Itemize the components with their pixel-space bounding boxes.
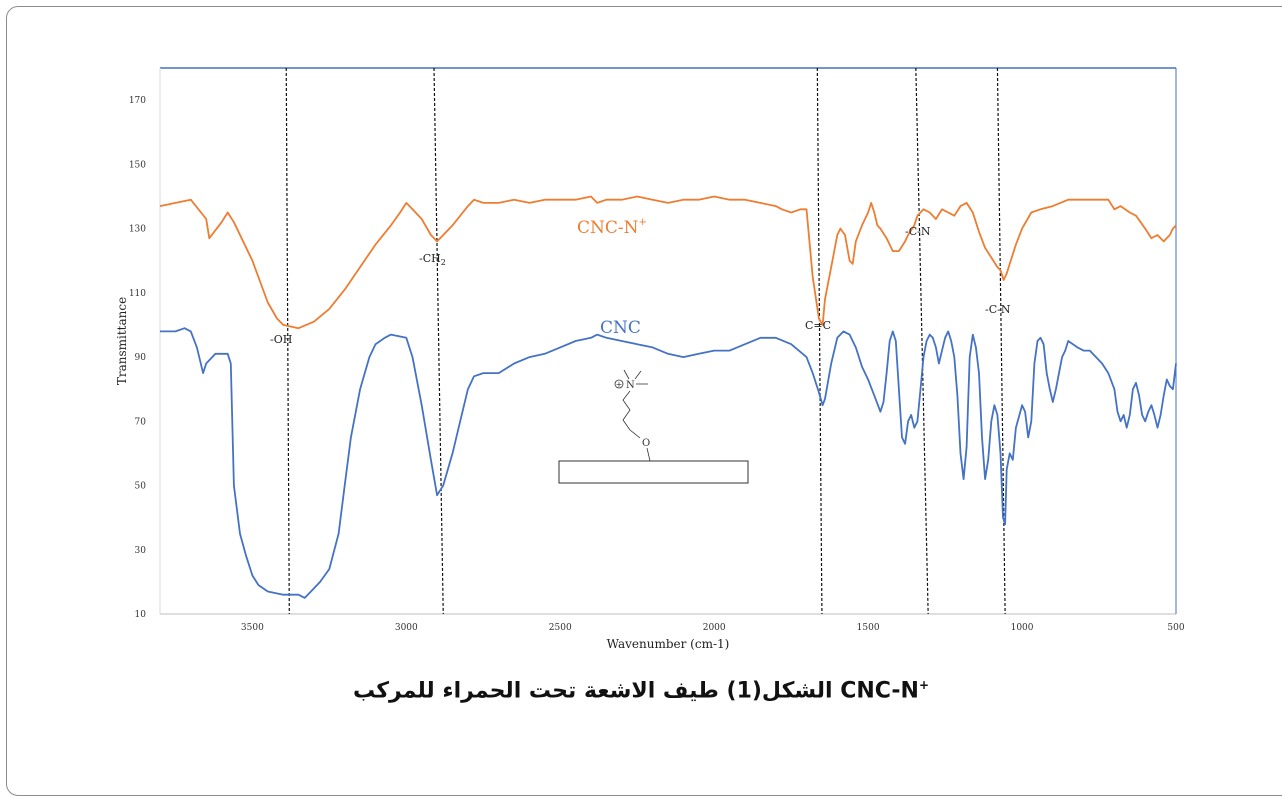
y-tick-label: 110 [129,289,146,299]
x-tick-label: 1500 [857,623,880,633]
figure-caption: الشكل(1) طيف الاشعة تحت الحمراء للمركب C… [0,678,1282,703]
band-marker-line [915,67,929,615]
series-line-cnc [160,327,1177,599]
series-line-cnc-n [159,195,1177,330]
series-label-cnc: CNC [600,318,641,338]
tick-labels: 3500 3000 2500 2000 1500 1000 500 10 30 50 70 90 110… [129,96,1185,633]
y-tick-label: 150 [129,160,146,170]
y-tick-label: 90 [135,353,147,363]
chemical-structure: + N O [558,369,749,484]
annotation-oh: -OH [270,333,292,346]
y-axis-title: Transmittance [115,297,129,385]
alkyl-chain [622,390,641,439]
figure-frame [6,6,1282,796]
methyl-bond-1 [623,369,630,380]
y-tick-label: 170 [129,96,146,106]
x-tick-label: 2500 [549,623,572,633]
annotation-cc: C=C [805,319,831,332]
band-marker-line [816,67,823,615]
band-marker-line [285,67,290,615]
caption-superscript: + [918,678,930,692]
band-marker-line [996,67,1006,615]
band-marker-lines [285,67,1006,615]
annotation-cn-2: -C-N [985,303,1011,316]
series-label-cnc-n: CNC-N+ [577,217,647,238]
band-marker-line [433,67,444,615]
y-tick-label: 30 [135,546,147,556]
charge-circle [614,379,624,389]
methyl-bond-2 [634,370,642,380]
nitrogen-atom: N [626,380,635,391]
x-tick-label: 1000 [1011,623,1034,633]
annotation-cn-1: -C-N [905,225,931,238]
y-tick-label: 10 [135,610,147,620]
y-tick-label: 130 [129,225,146,235]
y-tick-label: 50 [135,482,147,492]
x-tick-label: 500 [1167,623,1184,633]
x-tick-label: 3000 [395,623,418,633]
x-tick-label: 3500 [241,623,264,633]
y-tick-label: 70 [135,417,147,427]
caption-text: الشكل(1) طيف الاشعة تحت الحمراء للمركب C… [352,678,919,704]
ether-bond [646,447,651,462]
substrate-rectangle [558,460,749,484]
charge-plus: + [616,380,623,389]
ir-spectrum-chart: 3500 3000 2500 2000 1500 1000 500 10 30 50 70 90 110… [115,67,1185,651]
annotation-ch2: -CH2 [419,252,446,267]
series-lines [159,195,1177,599]
x-tick-label: 2000 [703,623,726,633]
oxygen-atom: O [642,438,650,449]
x-axis-title: Wavenumber (cm-1) [607,637,730,651]
